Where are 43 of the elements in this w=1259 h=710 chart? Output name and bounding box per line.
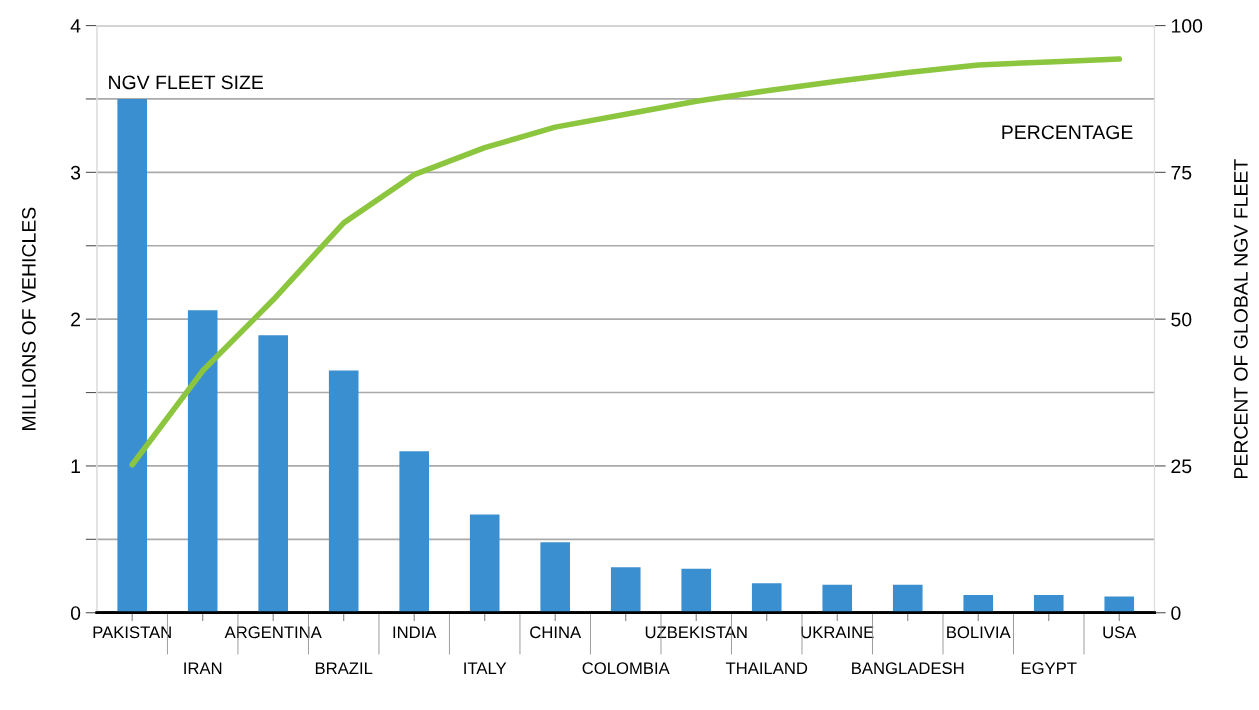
y-axis-title: MILLIONS OF VEHICLES	[21, 207, 36, 430]
x-tick-label: ARGENTINA	[224, 626, 322, 639]
y-tick-label: 1	[71, 459, 81, 473]
x-tick-label: BOLIVIA	[947, 626, 1011, 639]
y2-tick-label: 75	[1171, 166, 1192, 180]
x-tick-label: IRAN	[184, 662, 222, 674]
x-tick-label: CHINA	[530, 626, 582, 639]
annotation: PERCENTAGE	[1002, 125, 1133, 140]
x-tick-label: INDIA	[393, 626, 437, 638]
y2-tick-label: 25	[1171, 459, 1192, 474]
annotation: NGV FLEET SIZE	[109, 75, 264, 90]
y2-tick-label: 50	[1171, 312, 1192, 327]
bar	[469, 514, 500, 613]
bar	[540, 542, 571, 613]
x-tick-label: ITALY	[464, 662, 507, 674]
y2-tick-label: 0	[1171, 606, 1181, 620]
bar	[822, 584, 853, 613]
x-tick-label: UZBEKISTAN	[645, 626, 747, 639]
y2-axis-title: PERCENT OF GLOBAL NGV FLEET	[1233, 159, 1248, 478]
bar	[258, 335, 289, 613]
x-tick-label: BRAZIL	[315, 662, 373, 674]
bar	[751, 583, 782, 613]
bar	[610, 567, 641, 613]
bar	[187, 310, 218, 613]
y2-tick-label: 100	[1171, 19, 1203, 33]
x-tick-label: EGYPT	[1021, 662, 1077, 675]
bar	[1033, 595, 1064, 613]
y-tick-label: 4	[70, 19, 81, 33]
x-tick-label: COLOMBIA	[582, 662, 670, 675]
x-tick-label: USA	[1103, 626, 1137, 639]
bar	[892, 584, 923, 613]
y-tick-label: 3	[70, 165, 81, 180]
bar	[963, 595, 994, 613]
x-tick-label: PAKISTAN	[93, 626, 171, 639]
x-tick-label: UKRAINE	[801, 626, 874, 639]
y-tick-label: 0	[70, 606, 81, 620]
y-tick-label: 2	[71, 312, 80, 327]
bar	[681, 568, 712, 613]
x-tick-label: THAILAND	[725, 662, 808, 674]
bar	[328, 370, 359, 613]
bar	[117, 98, 147, 613]
bar	[399, 451, 430, 613]
x-tick-label: BANGLADESH	[852, 662, 964, 675]
